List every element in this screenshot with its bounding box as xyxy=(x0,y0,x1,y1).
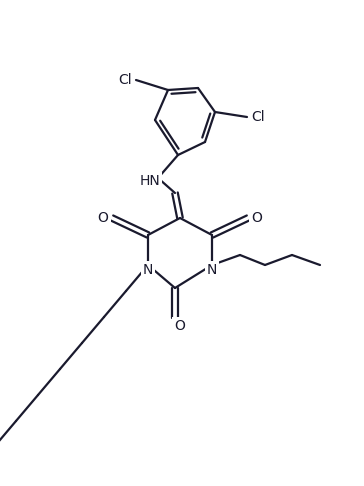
Text: HN: HN xyxy=(140,174,161,188)
Text: Cl: Cl xyxy=(251,110,265,124)
Text: O: O xyxy=(175,319,185,333)
Text: O: O xyxy=(252,211,262,225)
Text: Cl: Cl xyxy=(118,73,132,87)
Text: N: N xyxy=(143,263,153,277)
Text: N: N xyxy=(207,263,217,277)
Text: O: O xyxy=(98,211,108,225)
